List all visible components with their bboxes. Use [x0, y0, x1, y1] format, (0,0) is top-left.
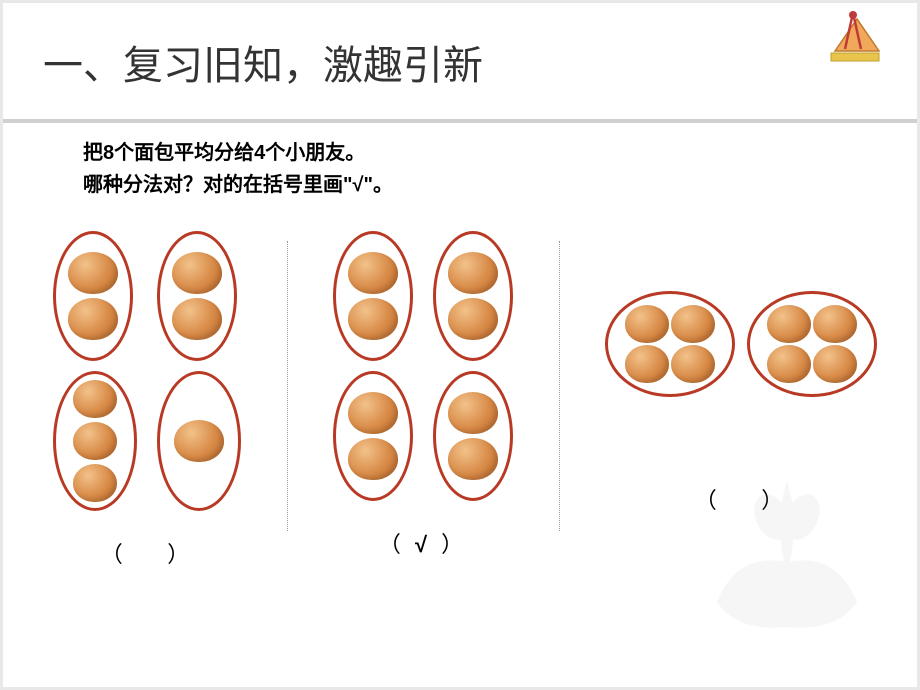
bread-icon	[448, 392, 498, 434]
paren-close: ）	[761, 488, 787, 513]
bread-icon	[73, 422, 117, 460]
answer-mark-b: √	[415, 532, 431, 557]
bread-icon	[348, 298, 398, 340]
bread-icon	[73, 464, 117, 502]
answer-paren-a[interactable]: （ ）	[101, 537, 194, 569]
oval	[333, 371, 413, 501]
option-b-grid	[333, 231, 513, 501]
divider	[287, 241, 288, 531]
divider	[559, 241, 560, 531]
bread-icon	[348, 392, 398, 434]
paren-open: （	[379, 532, 405, 557]
bread-icon	[625, 305, 669, 343]
option-b: （ √ ）	[333, 231, 513, 559]
bread-icon	[348, 252, 398, 294]
bread-icon	[767, 345, 811, 383]
oval	[333, 231, 413, 361]
oval	[53, 231, 133, 361]
bread-icon	[625, 345, 669, 383]
bread-icon	[68, 298, 118, 340]
option-a: （ ）	[53, 231, 241, 569]
paren-close: ）	[441, 532, 467, 557]
oval	[605, 291, 735, 397]
oval	[747, 291, 877, 397]
oval	[433, 371, 513, 501]
bread-icon	[348, 438, 398, 480]
oval	[157, 371, 241, 511]
paren-open: （	[695, 488, 721, 513]
oval	[157, 231, 237, 361]
page-title: 一、复习旧知，激趣引新	[43, 33, 877, 91]
bread-icon	[68, 252, 118, 294]
answer-paren-c[interactable]: （ ）	[695, 483, 788, 515]
bread-icon	[671, 305, 715, 343]
math-tools-icon	[827, 9, 889, 74]
options-row: （ ）	[3, 201, 917, 569]
question-text: 把8个面包平均分给4个小朋友。 哪种分法对？对的在括号里画"√"。	[3, 123, 917, 201]
bread-icon	[813, 345, 857, 383]
bread-icon	[671, 345, 715, 383]
slide: 一、复习旧知，激趣引新 把8个面包平均分给4个小朋友。 哪种分法对？对的在括号里…	[0, 0, 920, 690]
option-c-grid	[605, 291, 877, 397]
oval	[53, 371, 137, 511]
question-line-2: 哪种分法对？对的在括号里画"√"。	[83, 169, 917, 201]
paren-close: ）	[167, 542, 193, 567]
bread-icon	[448, 252, 498, 294]
bread-icon	[172, 252, 222, 294]
oval	[433, 231, 513, 361]
title-area: 一、复习旧知，激趣引新	[3, 3, 917, 101]
bread-icon	[448, 298, 498, 340]
answer-paren-b[interactable]: （ √ ）	[379, 527, 467, 559]
bread-icon	[767, 305, 811, 343]
bread-icon	[172, 298, 222, 340]
bread-icon	[448, 438, 498, 480]
bread-icon	[174, 420, 224, 462]
option-a-grid	[53, 231, 241, 511]
question-line-1: 把8个面包平均分给4个小朋友。	[83, 137, 917, 169]
bread-icon	[813, 305, 857, 343]
option-c: （ ）	[605, 231, 877, 515]
bread-icon	[73, 380, 117, 418]
paren-open: （	[101, 542, 127, 567]
